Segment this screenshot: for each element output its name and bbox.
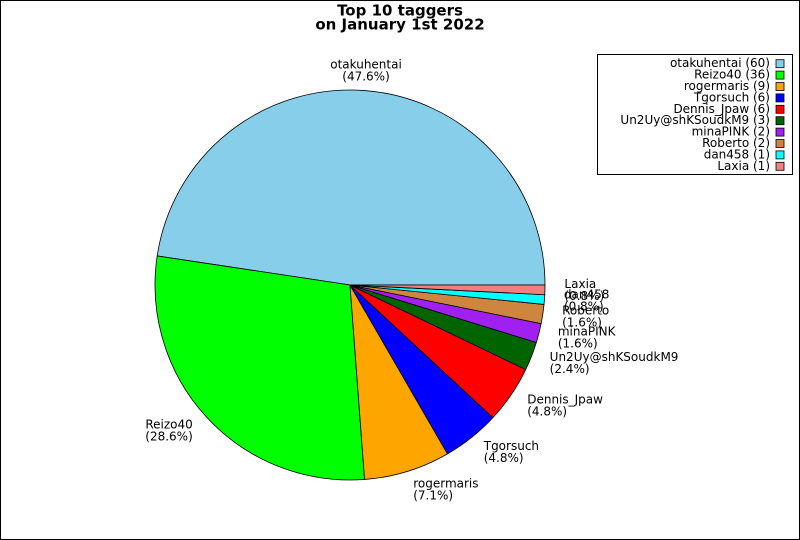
legend-label: Un2Uy@shKSoudkM9 (3) <box>620 113 770 127</box>
legend-swatch <box>775 70 785 80</box>
legend-swatch <box>775 161 785 171</box>
legend-label: Dennis_Jpaw (6) <box>673 102 770 116</box>
legend-swatch <box>775 93 785 103</box>
slice-label: Roberto <box>562 303 609 317</box>
pie-slice <box>349 284 546 296</box>
legend-label: otakuhentai (60) <box>670 56 770 70</box>
legend-label: Tgorsuch (6) <box>693 90 770 104</box>
chart-title: Top 10 taggers <box>337 2 463 20</box>
legend-swatch <box>775 116 785 126</box>
slice-label: Un2Uy@shKSoudkM9 <box>550 350 679 364</box>
slice-percent: (4.8%) <box>527 404 567 418</box>
slice-label: dan458 <box>564 288 609 302</box>
slice-label: otakuhentai <box>330 58 402 72</box>
legend-label: Laxia (1) <box>717 159 770 173</box>
slice-percent: (47.6%) <box>342 70 389 84</box>
slice-label: rogermaris <box>413 476 478 490</box>
slice-label: Tgorsuch <box>483 439 539 453</box>
slice-percent: (1.6%) <box>558 336 598 350</box>
legend-box <box>597 54 793 175</box>
legend-label: Reizo40 (36) <box>694 68 770 82</box>
pie-slice <box>156 89 546 286</box>
legend-label: Roberto (2) <box>702 136 770 150</box>
legend-label: minaPINK (2) <box>692 125 770 139</box>
chart-subtitle: on January 1st 2022 <box>315 16 484 34</box>
legend-swatch <box>775 139 785 148</box>
legend-swatch <box>775 127 785 137</box>
slice-label: Reizo40 <box>145 417 192 431</box>
slice-percent: (0.8%) <box>564 300 604 314</box>
legend-swatch <box>775 150 785 160</box>
slice-percent: (4.8%) <box>484 451 524 465</box>
slice-percent: (7.1%) <box>413 488 453 502</box>
slice-label: Dennis_Jpaw <box>527 392 603 406</box>
slice-label: Laxia <box>564 277 596 291</box>
legend-swatch <box>775 82 785 91</box>
slice-percent: (2.4%) <box>550 362 590 376</box>
legend-label: dan458 (1) <box>704 147 770 161</box>
slice-percent: (28.6%) <box>145 429 192 443</box>
slice-percent: (0.8%) <box>564 289 604 303</box>
slice-percent: (1.6%) <box>562 315 602 329</box>
legend-swatch <box>775 104 785 114</box>
pie-slice <box>154 255 366 481</box>
legend-swatch <box>775 59 785 69</box>
legend-label: rogermaris (9) <box>684 79 770 93</box>
slice-label: minaPINK <box>558 324 617 338</box>
